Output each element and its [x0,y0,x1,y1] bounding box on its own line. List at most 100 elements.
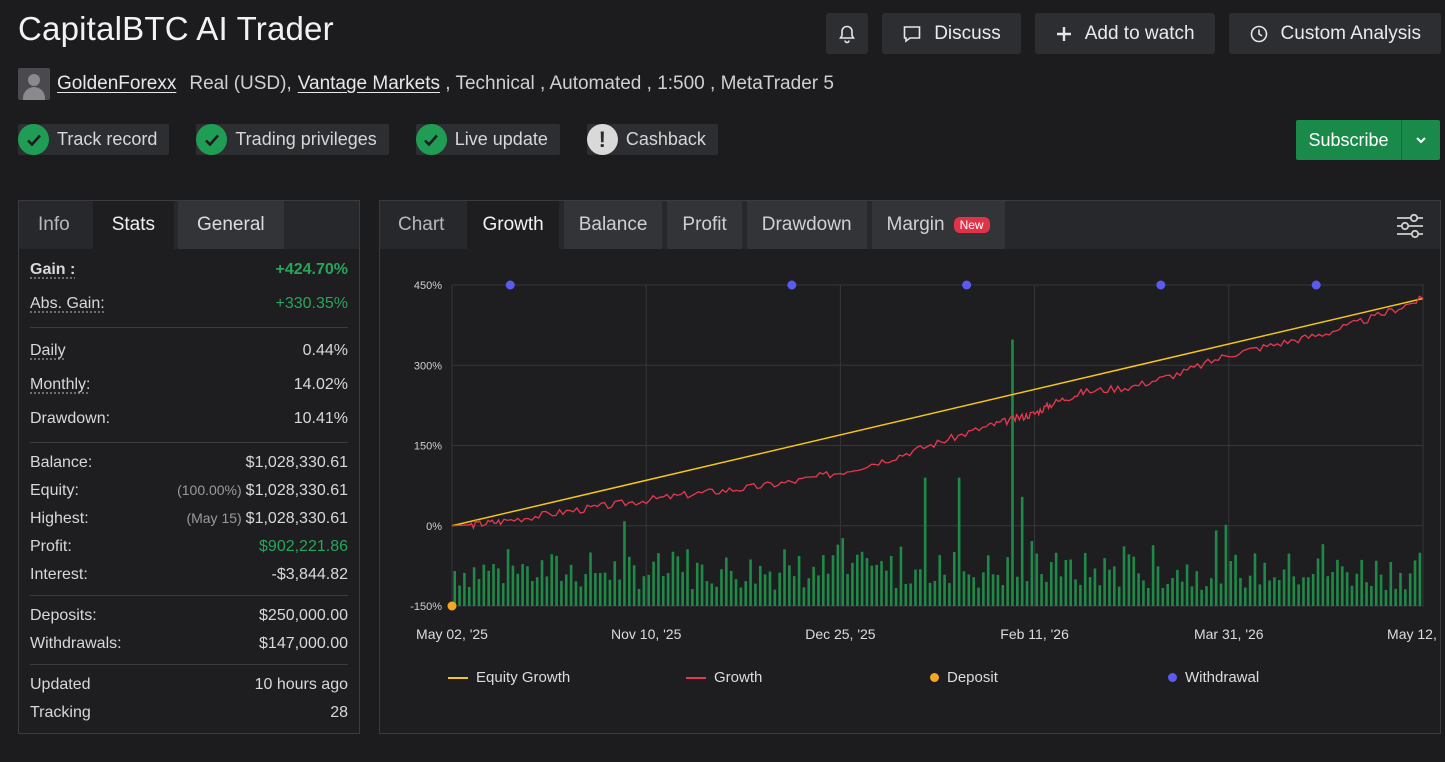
badge-trading-privileges[interactable]: Trading privileges [196,124,389,155]
clock-icon [1250,25,1267,42]
activity-bar [647,574,651,606]
subscribe-button[interactable]: Subscribe [1296,120,1440,160]
stat-gain: Gain : +424.70% [30,253,348,287]
activity-bar [516,573,520,606]
tab-chart[interactable]: Chart [398,214,445,235]
legend-equity-growth[interactable]: Equity Growth [448,669,570,686]
tab-drawdown[interactable]: Drawdown [746,201,867,249]
activity-bar [846,573,849,606]
stat-balance: Balance: $1,028,330.61 [30,449,348,477]
tab-profit[interactable]: Profit [667,201,742,249]
discuss-label: Discuss [934,22,1001,44]
activity-bar [1083,552,1087,606]
account-meta: GoldenForexx Real (USD), Vantage Markets… [18,68,834,100]
activity-bar [797,556,801,606]
activity-bar [841,538,845,606]
notifications-button[interactable] [826,13,869,54]
activity-bar [574,581,578,606]
tab-growth[interactable]: Growth [467,201,559,249]
activity-bar [618,579,621,606]
activity-bar [952,551,956,606]
withdrawal-marker [787,280,797,290]
activity-bar [482,564,486,606]
activity-bar [1001,585,1005,606]
activity-bar [671,551,675,606]
user-link[interactable]: GoldenForexx [57,73,177,94]
add-to-watch-button[interactable]: Add to watch [1034,13,1215,54]
subscribe-label[interactable]: Subscribe [1296,120,1402,160]
stat-value: +424.70% [275,261,348,278]
custom-analysis-button[interactable]: Custom Analysis [1228,13,1441,54]
activity-bar [1311,574,1315,606]
top-actions: Discuss Add to watch Custom Analysis [826,13,1441,54]
activity-bar [1379,574,1383,606]
activity-bar [1253,553,1257,606]
activity-bar [889,555,893,606]
activity-bar [1074,579,1077,606]
activity-bar [1345,572,1349,606]
broker-link[interactable]: Vantage Markets [297,73,440,94]
avatar[interactable] [18,68,50,100]
activity-bar [661,576,665,606]
stat-value: $1,028,330.61 [245,510,348,527]
growth-line [451,295,1424,530]
badge-live-update[interactable]: Live update [415,124,560,155]
verification-badges: Track record Trading privileges Live upd… [18,124,718,155]
activity-bar [1180,581,1184,606]
activity-bar [855,554,859,606]
activity-bar [458,585,461,606]
badge-label: Track record [57,129,158,149]
badge-label: Trading privileges [235,129,377,149]
activity-bar [642,576,646,606]
tab-general[interactable]: General [178,201,284,249]
activity-bar [1016,576,1019,606]
badge-label: Live update [454,129,548,149]
badge-track-record[interactable]: Track record [18,124,170,155]
tab-balance[interactable]: Balance [563,201,663,249]
activity-bar [1146,587,1150,606]
activity-bar [1408,573,1412,606]
activity-bar [1069,559,1072,606]
legend-deposit[interactable]: Deposit [930,669,998,686]
activity-bar [991,574,995,606]
x-tick-label: Nov 10, '25 [611,626,682,642]
stat-abs-gain: Abs. Gain: +330.35% [30,287,348,321]
legend-growth[interactable]: Growth [686,669,762,686]
comment-icon [903,25,921,43]
activity-bar [948,583,951,606]
y-tick-label: 150% [414,441,442,453]
badge-cashback[interactable]: ! Cashback [586,124,718,155]
activity-bar [603,572,607,606]
activity-bar [734,579,738,606]
tab-margin[interactable]: Margin New [871,201,1005,249]
activity-bar [477,578,481,606]
chart-settings-button[interactable] [1396,213,1424,244]
activity-bar [1326,576,1330,606]
stat-label: Deposits: [30,607,97,624]
activity-bar [1108,569,1111,606]
tab-stats[interactable]: Stats [92,201,175,249]
activity-bar [1011,339,1014,606]
activity-bar [1331,572,1334,606]
activity-bar [652,561,655,606]
chart-panel: Chart Growth Balance Profit Drawdown Mar… [379,200,1441,734]
stat-label: Highest: [30,510,89,527]
tab-info[interactable]: Info [38,214,70,235]
subscribe-dropdown[interactable] [1402,120,1440,160]
activity-bar [1137,573,1140,606]
stat-label: Withdrawals: [30,635,122,652]
legend-withdrawal[interactable]: Withdrawal [1168,669,1259,686]
activity-bar [1117,586,1121,606]
y-tick-label: 450% [414,280,442,292]
withdrawal-marker [505,280,515,290]
activity-bar [657,553,660,606]
activity-bar [938,555,942,606]
discuss-button[interactable]: Discuss [882,13,1021,54]
activity-bar [1219,583,1223,606]
legend-label: Deposit [947,669,998,686]
activity-bar [967,574,971,606]
stat-value: $1,028,330.61 [245,482,348,499]
stat-label: Interest: [30,566,88,583]
activity-bar [467,586,471,606]
activity-bar [1030,541,1034,606]
